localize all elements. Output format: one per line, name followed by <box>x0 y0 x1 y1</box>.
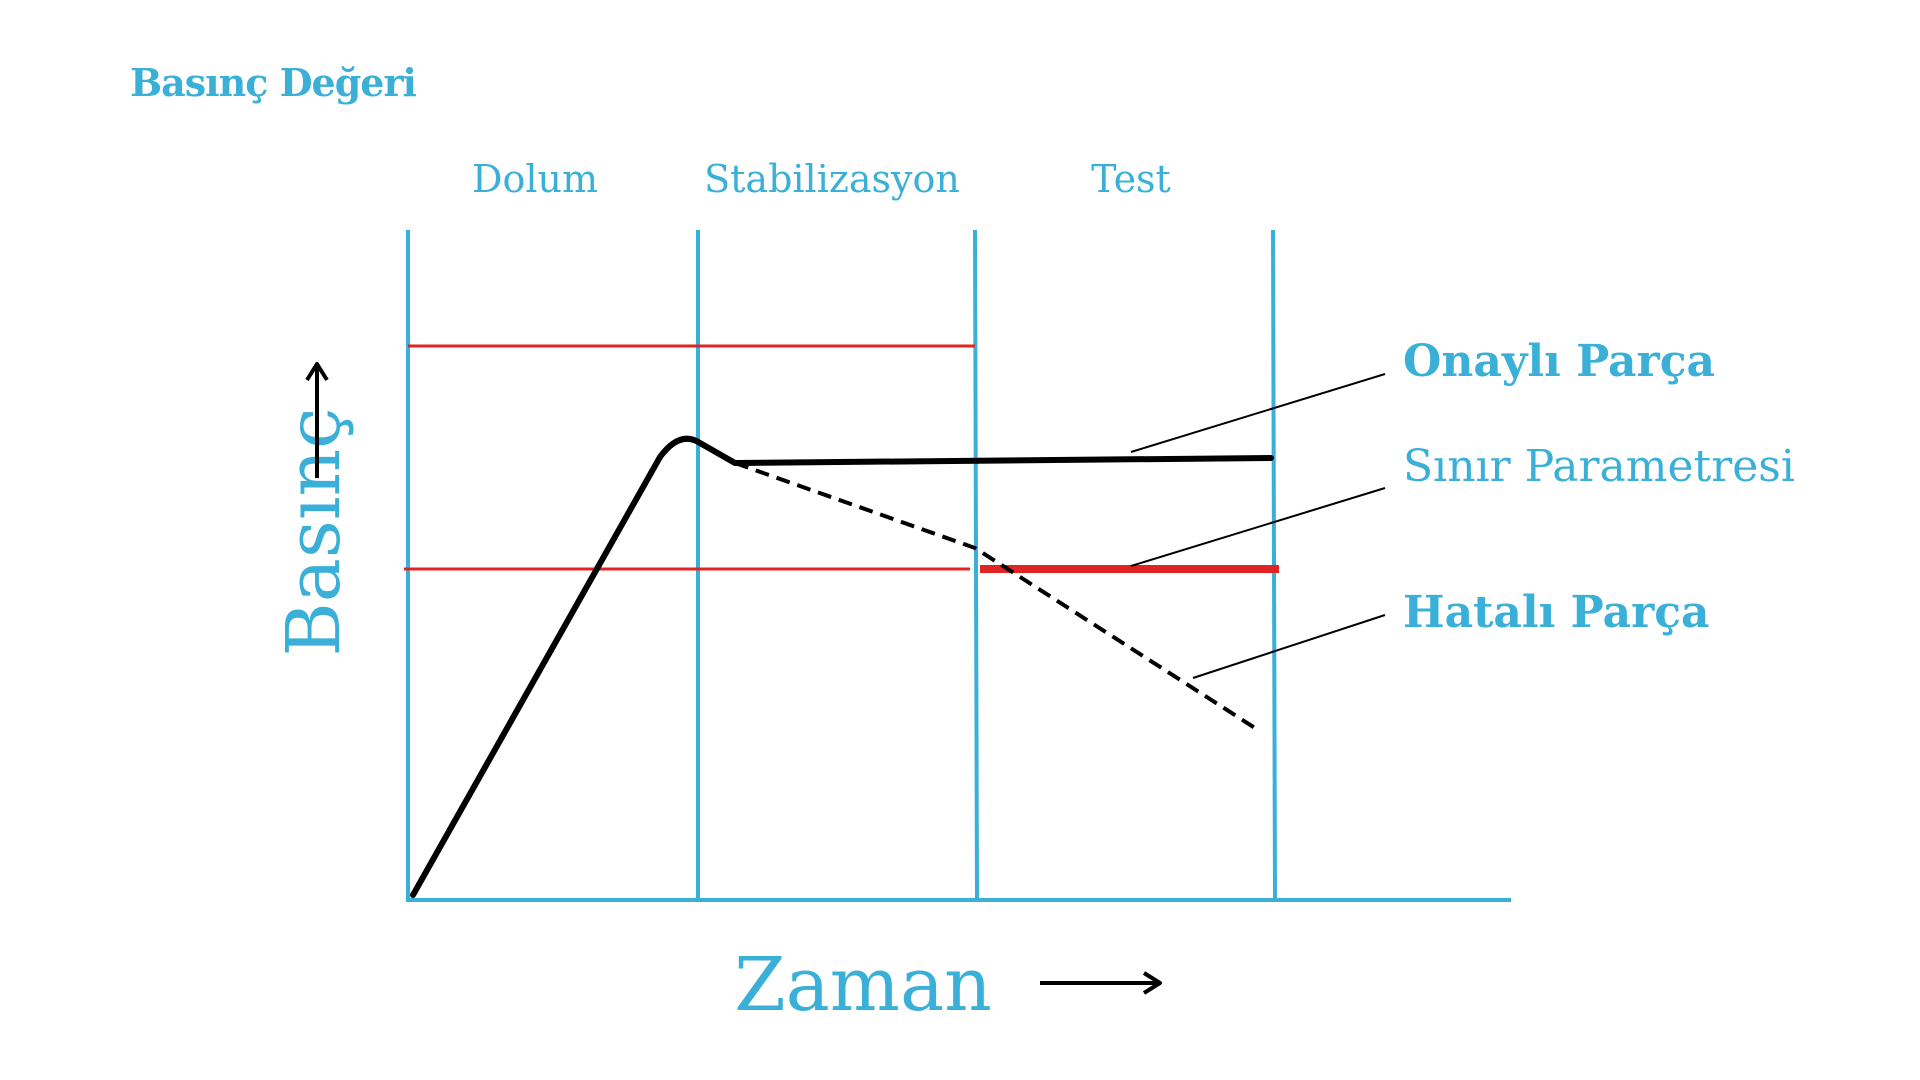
y-axis-label: Basınç <box>271 407 357 656</box>
phase-label-dolum: Dolum <box>472 157 598 201</box>
limit-leader-line <box>1130 487 1386 567</box>
approved-part-curve <box>410 435 1274 898</box>
faulty-part-curve <box>734 461 1257 730</box>
x-axis-label: Zaman <box>734 942 991 1028</box>
phase-label-stabilizasyon: Stabilizasyon <box>704 157 960 201</box>
faulty-leader-line <box>1192 614 1386 679</box>
phase-divider-2 <box>973 229 979 901</box>
legend-faulty-part: Hatalı Parça <box>1403 587 1710 638</box>
approved-leader-line <box>1130 373 1386 453</box>
legend-limit-parameter: Sınır Parametresi <box>1403 441 1795 492</box>
diagram-title: Basınç Değeri <box>130 60 416 105</box>
phase-label-test: Test <box>1091 157 1171 201</box>
arrow-right-icon <box>1040 971 1162 995</box>
arrow-up-icon <box>305 362 329 478</box>
legend-approved-part: Onaylı Parça <box>1403 336 1715 387</box>
